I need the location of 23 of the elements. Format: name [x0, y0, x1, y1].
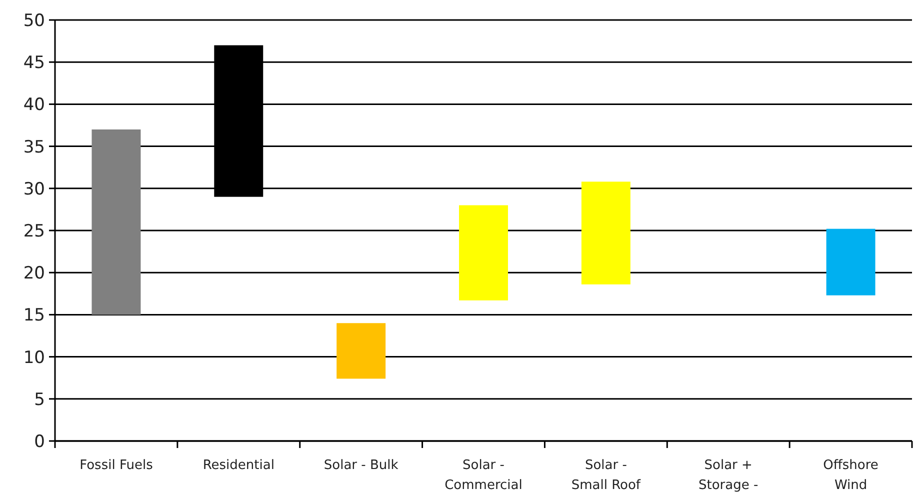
- y-tick-label: 50: [23, 10, 45, 31]
- x-tick-label: Residential: [202, 458, 274, 473]
- y-tick-label: 15: [23, 306, 45, 326]
- y-tick-label: 35: [23, 137, 45, 158]
- x-tick-label: Solar - Bulk: [324, 458, 399, 473]
- x-tick-label: Fossil Fuels: [80, 458, 154, 473]
- bar: [459, 205, 508, 300]
- bar: [92, 129, 141, 315]
- x-tick-label: Solar - Small Roof: [571, 458, 641, 493]
- y-tick-label: 10: [23, 348, 45, 368]
- y-tick-label: 30: [23, 179, 45, 200]
- y-tick-label: 20: [23, 264, 45, 284]
- bar: [826, 228, 876, 296]
- x-tick-label: Solar - Commercial: [444, 458, 522, 493]
- x-tick-label: Offshore Wind: [823, 458, 878, 493]
- bar: [336, 323, 386, 379]
- y-tick-label: 45: [23, 53, 45, 74]
- y-tick-label: 25: [23, 221, 45, 242]
- y-tick-label: 0: [34, 432, 45, 452]
- x-tick-label: Solar + Storage -: [698, 458, 759, 493]
- y-tick-label: 40: [23, 95, 45, 116]
- bar: [581, 182, 630, 284]
- y-tick-label: 5: [34, 390, 45, 410]
